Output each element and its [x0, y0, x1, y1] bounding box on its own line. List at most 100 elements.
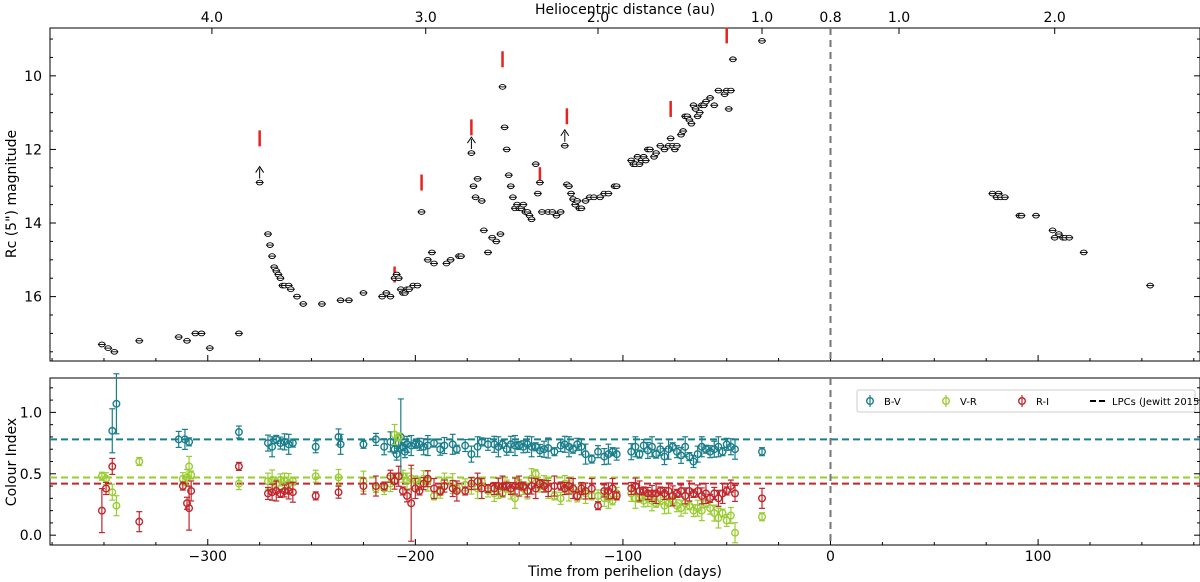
colour-point-r-i: [560, 484, 569, 493]
magnitude-points: [97, 38, 1155, 355]
colour-point-r-i: [519, 482, 528, 491]
colour-point-r-i: [311, 491, 320, 500]
legend-label: LPCs (Jewitt 2015): [1112, 397, 1200, 408]
colour-point-v-r: [112, 501, 121, 510]
colour-point-r-i: [371, 482, 380, 491]
colour-point-b-v: [180, 435, 189, 444]
colour-point-v-r: [758, 512, 767, 521]
top-y-tick-label: 14: [24, 216, 42, 232]
colour-point-r-i: [359, 482, 368, 491]
colour-point-r-i: [647, 489, 656, 498]
x-tick-label: 0: [826, 549, 835, 565]
colour-point-r-i: [612, 491, 621, 500]
colour-point-r-i: [506, 484, 515, 493]
colour-point-r-i: [722, 486, 731, 495]
colour-point-b-v: [604, 450, 613, 459]
colour-point-r-i: [276, 489, 285, 498]
colour-point-v-r: [556, 494, 565, 503]
colour-point-v-r: [693, 504, 702, 513]
colour-point-r-i: [411, 484, 420, 493]
colour-point-b-v: [689, 457, 698, 466]
colour-point-r-i: [631, 482, 640, 491]
bottom-y-tick-label: 1.0: [20, 405, 42, 421]
colour-point-b-v: [467, 450, 476, 459]
x-tick-label: −300: [189, 549, 227, 565]
colour-point-v-r: [234, 479, 243, 488]
bottom-axis-ticks: −300 −200 −100 0 100 0.0 0.5 1.0: [20, 387, 1200, 565]
colour-point-r-i: [398, 486, 407, 495]
colour-point-v-r: [135, 457, 144, 466]
colour-point-r-i: [234, 462, 243, 471]
colour-point-b-v: [452, 445, 461, 454]
colour-point-b-v: [386, 437, 395, 446]
secondary-tick-label: 3.0: [415, 10, 437, 26]
colour-point-r-i: [494, 482, 503, 491]
colour-point-r-i: [280, 486, 289, 495]
colour-point-r-i: [693, 486, 702, 495]
colour-point-r-i: [403, 491, 412, 500]
top-panel: 10 12 14 16 4.0 3.0 2.0 1.0 0.8 1.0 2.0 Heliocent…: [4, 2, 1200, 362]
colour-point-r-i: [635, 486, 644, 495]
colour-point-r-i: [594, 501, 603, 510]
colour-point-r-i: [668, 491, 677, 500]
secondary-tick-label: 2.0: [587, 10, 609, 26]
colour-point-r-i: [587, 484, 596, 493]
colour-point-r-i: [697, 491, 706, 500]
colour-point-b-v: [407, 441, 416, 450]
colour-point-r-i: [380, 482, 389, 491]
colour-point-b-v: [284, 440, 293, 449]
colour-point-b-v: [681, 442, 690, 451]
colour-point-b-v: [515, 441, 524, 450]
colour-point-r-i: [600, 486, 609, 495]
colour-point-b-v: [398, 442, 407, 451]
colour-point-r-i: [726, 482, 735, 491]
colour-point-r-i: [440, 482, 449, 491]
colour-point-r-i: [564, 482, 573, 491]
colour-point-v-r: [685, 501, 694, 510]
colour-point-b-v: [448, 440, 457, 449]
colour-point-r-i: [187, 486, 196, 495]
colour-point-v-r: [706, 504, 715, 513]
top-y-tick-label: 12: [24, 142, 42, 158]
colour-point-b-v: [506, 440, 515, 449]
colour-point-r-i: [97, 506, 106, 515]
colour-point-r-i: [706, 494, 715, 503]
colour-point-b-v: [311, 442, 320, 451]
colour-point-b-v: [473, 442, 482, 451]
colour-point-b-v: [411, 440, 420, 449]
colour-point-r-i: [556, 482, 565, 491]
colour-point-v-r: [403, 477, 412, 486]
colour-point-r-i: [515, 482, 524, 491]
colour-point-b-v: [359, 440, 368, 449]
colour-point-v-r: [714, 513, 723, 522]
top-y-tick-label: 16: [24, 290, 42, 306]
colour-point-r-i: [102, 484, 111, 493]
x-axis-label: Time from perihelion (days): [527, 564, 722, 580]
colour-point-r-i: [660, 489, 669, 498]
colour-point-v-r: [334, 473, 343, 482]
colour-point-b-v: [419, 442, 428, 451]
x-tick-label: −200: [396, 549, 434, 565]
colour-point-r-i: [394, 472, 403, 481]
colour-point-v-r: [631, 494, 640, 503]
colour-point-r-i: [573, 491, 582, 500]
colour-point-r-i: [652, 489, 661, 498]
colour-point-r-i: [681, 491, 690, 500]
colour-point-b-v: [569, 445, 578, 454]
legend-label: V-R: [960, 397, 977, 408]
colour-point-b-v: [502, 445, 511, 454]
colour-point-r-i: [718, 489, 727, 498]
colour-point-v-r: [276, 475, 285, 484]
colour-point-b-v: [560, 440, 569, 449]
colour-point-v-r: [718, 509, 727, 518]
colour-point-r-i: [523, 486, 532, 495]
colour-point-r-i: [569, 484, 578, 493]
colour-point-v-r: [183, 473, 192, 482]
secondary-tick-label: 4.0: [201, 10, 223, 26]
top-plot-frame: [49, 27, 1200, 362]
colour-point-b-v: [612, 450, 621, 459]
colour-point-v-r: [311, 472, 320, 481]
colour-point-b-v: [390, 445, 399, 454]
colour-point-r-i: [540, 482, 549, 491]
colour-point-b-v: [510, 441, 519, 450]
